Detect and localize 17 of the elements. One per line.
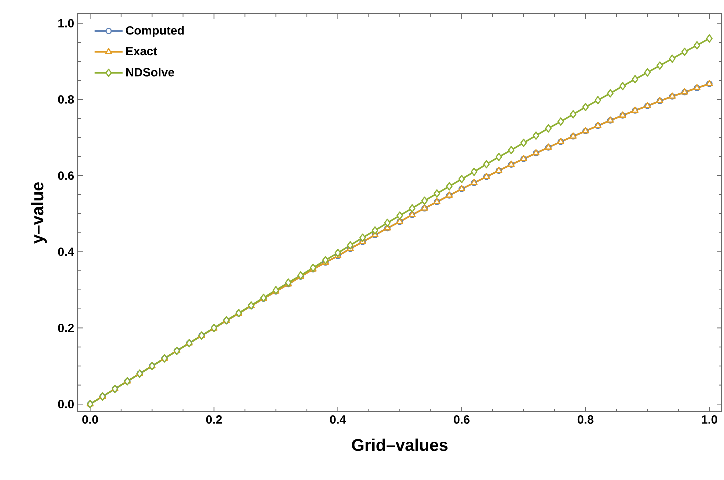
y-tick-label: 0.2 bbox=[58, 324, 74, 332]
legend-label: Exact bbox=[126, 47, 158, 56]
y-tick-label: 0.0 bbox=[58, 400, 74, 409]
x-tick-label: 0.4 bbox=[330, 416, 346, 424]
x-tick-label: 1.0 bbox=[702, 416, 718, 424]
y-tick-label: 0.8 bbox=[58, 95, 74, 104]
y-tick-label: 0.6 bbox=[58, 172, 74, 180]
x-tick-label: 0.8 bbox=[578, 416, 594, 424]
y-tick-label: 1.0 bbox=[58, 19, 74, 28]
x-axis-title: Grid–values bbox=[352, 438, 448, 452]
legend-label: Computed bbox=[126, 26, 184, 38]
y-tick-label: 0.4 bbox=[58, 248, 74, 256]
legend-label: NDSolve bbox=[126, 68, 174, 77]
x-tick-label: 0.2 bbox=[206, 416, 222, 424]
y-axis-title: y–value bbox=[31, 182, 48, 244]
x-tick-label: 0.6 bbox=[454, 416, 470, 424]
x-tick-label: 0.0 bbox=[82, 416, 98, 424]
